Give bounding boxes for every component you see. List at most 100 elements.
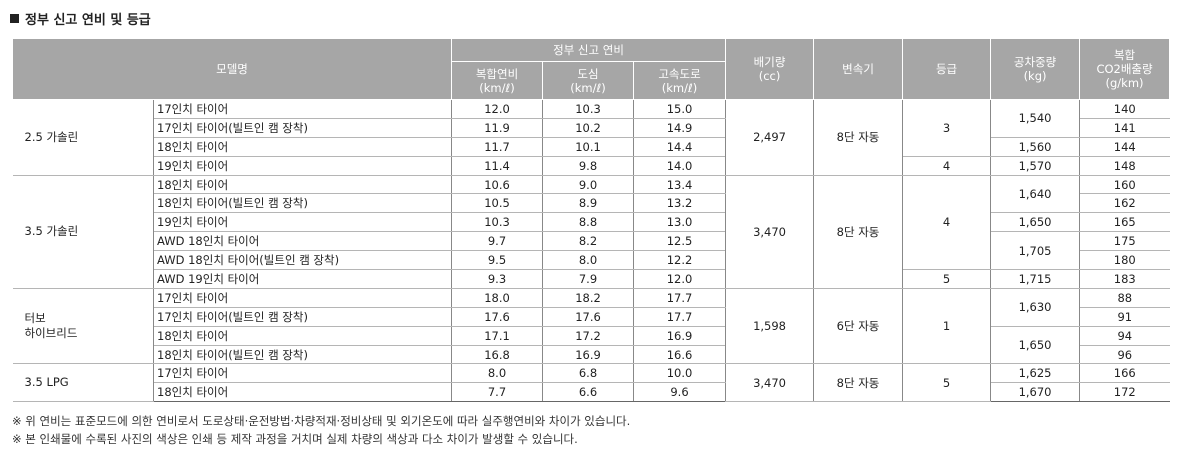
- tire-cell: AWD 18인치 타이어(빌트인 캠 장착): [153, 250, 452, 271]
- grade-cell: 5: [902, 363, 992, 403]
- table-row: AWD 18인치 타이어(빌트인 캠 장착) 9.5 8.0 12.2 180: [13, 250, 1170, 271]
- section-title: 정부 신고 연비 및 등급: [10, 9, 151, 28]
- grade-cell: 4: [902, 155, 992, 176]
- co2-cell: 96: [1079, 344, 1170, 365]
- transmission-cell: 8단 자동: [813, 363, 904, 403]
- co2-cell: 165: [1079, 212, 1170, 233]
- combined-cell: 9.3: [451, 269, 543, 289]
- city-cell: 10.1: [542, 136, 634, 157]
- city-cell: 6.6: [542, 382, 634, 403]
- grade-cell: 3: [902, 99, 992, 157]
- tire-cell: 17인치 타이어: [153, 99, 452, 119]
- header-displacement: 배기량 (cc): [725, 38, 815, 100]
- city-cell: 6.8: [542, 363, 634, 384]
- combined-cell: 10.5: [451, 193, 543, 214]
- co2-cell: 88: [1079, 287, 1170, 308]
- tire-cell: 17인치 타이어: [153, 363, 452, 384]
- weight-cell: 1,560: [990, 136, 1081, 157]
- highway-cell: 15.0: [632, 99, 727, 119]
- highway-cell: 12.0: [632, 269, 727, 289]
- transmission-cell: 8단 자동: [813, 174, 904, 289]
- highway-cell: 12.2: [632, 250, 727, 271]
- weight-cell: 1,715: [990, 269, 1081, 289]
- combined-cell: 11.9: [451, 117, 543, 138]
- grade-cell: 4: [902, 174, 992, 271]
- grade-cell: 1: [902, 287, 992, 365]
- combined-cell: 18.0: [451, 287, 543, 308]
- highway-cell: 14.0: [632, 155, 727, 176]
- tire-cell: 17인치 타이어(빌트인 캠 장착): [153, 117, 452, 138]
- highway-cell: 9.6: [632, 382, 727, 403]
- highway-cell: 10.0: [632, 363, 727, 384]
- city-cell: 8.2: [542, 231, 634, 252]
- city-cell: 8.9: [542, 193, 634, 214]
- city-cell: 9.8: [542, 155, 634, 176]
- combined-cell: 8.0: [451, 363, 543, 384]
- co2-cell: 175: [1079, 231, 1170, 252]
- co2-cell: 148: [1079, 155, 1170, 176]
- grade-cell: 5: [902, 269, 992, 289]
- co2-cell: 94: [1079, 325, 1170, 346]
- model-name: 3.5 LPG: [12, 363, 154, 403]
- model-name: 3.5 가솔린: [12, 174, 154, 289]
- co2-cell: 160: [1079, 174, 1170, 195]
- weight-cell: 1,540: [990, 99, 1081, 138]
- highway-cell: 17.7: [632, 306, 727, 327]
- table-row: 19인치 타이어 11.4 9.8 14.0 4 1,570 148: [13, 155, 1170, 176]
- co2-cell: 180: [1079, 250, 1170, 271]
- co2-cell: 172: [1079, 382, 1170, 403]
- header-city: 도심 (km/ℓ): [542, 61, 634, 100]
- displacement-cell: 2,497: [725, 99, 815, 176]
- header-transmission: 변속기: [813, 38, 904, 100]
- table-row: 터보 하이브리드 17인치 타이어 18.0 18.2 17.7 1,598 6…: [12, 287, 1170, 365]
- transmission-cell: 8단 자동: [813, 99, 904, 176]
- tire-cell: AWD 18인치 타이어: [153, 231, 452, 252]
- table-row: 18인치 타이어 7.7 6.6 9.6 1,670 172: [13, 382, 1170, 403]
- tire-cell: 18인치 타이어: [153, 136, 452, 157]
- weight-cell: 1,570: [990, 155, 1081, 176]
- highway-cell: 13.2: [632, 193, 727, 214]
- model-name: 터보 하이브리드: [12, 287, 154, 365]
- highway-cell: 17.7: [632, 287, 727, 308]
- transmission-cell: 6단 자동: [813, 287, 904, 365]
- model-name: 2.5 가솔린: [12, 99, 154, 176]
- city-cell: 10.3: [542, 99, 634, 119]
- tire-cell: 18인치 타이어: [153, 174, 452, 195]
- weight-cell: 1,630: [990, 287, 1081, 327]
- square-bullet-icon: [10, 14, 19, 23]
- header-model: 모델명: [12, 38, 452, 100]
- tire-cell: 19인치 타이어: [153, 155, 452, 176]
- combined-cell: 9.5: [451, 250, 543, 271]
- combined-cell: 10.3: [451, 212, 543, 233]
- city-cell: 9.0: [542, 174, 634, 195]
- footnote: ※ 본 인쇄물에 수록된 사진의 색상은 인쇄 등 제작 과정을 거치며 실제 …: [12, 432, 578, 446]
- section-title-text: 정부 신고 연비 및 등급: [25, 13, 151, 28]
- co2-cell: 141: [1079, 117, 1170, 138]
- combined-cell: 11.4: [451, 155, 543, 176]
- table-row: 18인치 타이어(빌트인 캠 장착) 10.5 8.9 13.2 162: [13, 193, 1170, 214]
- highway-cell: 13.0: [632, 212, 727, 233]
- table-row: 3.5 LPG 17인치 타이어 8.0 6.8 10.0 3,470 8단 자…: [12, 363, 1170, 403]
- header-grade: 등급: [902, 38, 992, 100]
- header-fuel-group: 정부 신고 연비: [450, 38, 727, 62]
- co2-cell: 166: [1079, 363, 1170, 384]
- city-cell: 18.2: [542, 287, 634, 308]
- highway-cell: 12.5: [632, 231, 727, 252]
- table-row: 18인치 타이어(빌트인 캠 장착) 16.8 16.9 16.6 96: [13, 344, 1170, 365]
- tire-cell: AWD 19인치 타이어: [153, 269, 452, 289]
- highway-cell: 16.9: [632, 325, 727, 346]
- city-cell: 10.2: [542, 117, 634, 138]
- tire-cell: 18인치 타이어: [153, 382, 452, 403]
- combined-cell: 16.8: [451, 344, 543, 365]
- city-cell: 8.8: [542, 212, 634, 233]
- combined-cell: 11.7: [451, 136, 543, 157]
- city-cell: 17.2: [542, 325, 634, 346]
- fuel-efficiency-table: 모델명 정부 신고 연비 배기량 (cc) 변속기 등급 공차중량 (kg) 복…: [12, 38, 1171, 403]
- co2-cell: 91: [1079, 306, 1170, 327]
- highway-cell: 13.4: [632, 174, 727, 195]
- header-combined: 복합연비 (km/ℓ): [451, 61, 543, 100]
- combined-cell: 12.0: [451, 99, 543, 119]
- co2-cell: 140: [1079, 99, 1170, 119]
- city-cell: 7.9: [542, 269, 634, 289]
- combined-cell: 10.6: [451, 174, 543, 195]
